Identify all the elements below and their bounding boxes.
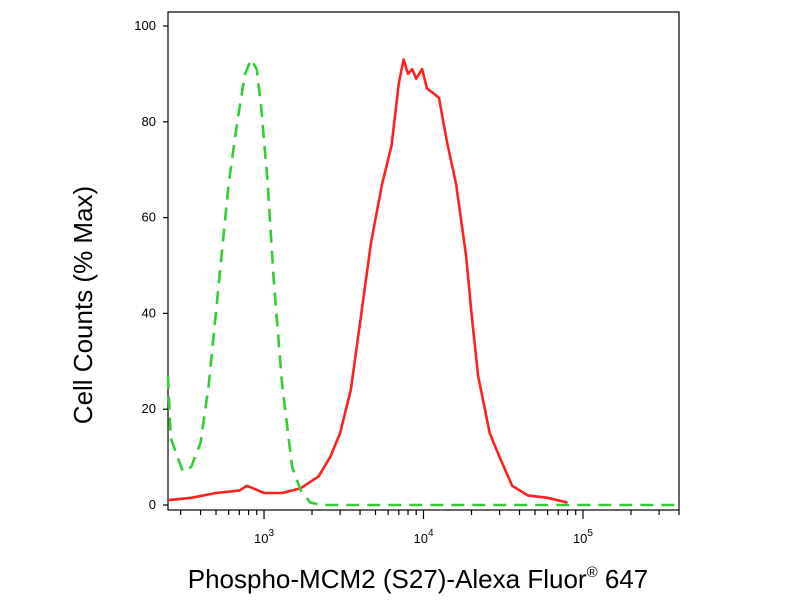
x-axis-title-registered-mark: ® xyxy=(587,564,598,581)
sample-series-line xyxy=(167,58,568,504)
y-tick-label: 40 xyxy=(142,305,156,320)
x-tick-label: 104 xyxy=(413,528,433,546)
y-axis: 0 20 40 60 80 100 xyxy=(134,18,168,512)
y-tick-label: 100 xyxy=(134,18,156,33)
x-axis-title-suffix: 647 xyxy=(598,564,649,594)
x-axis: 103 104 105 xyxy=(180,510,680,546)
x-tick-label: 105 xyxy=(573,528,593,546)
control-series-line xyxy=(166,58,679,507)
y-tick-label: 80 xyxy=(142,114,156,129)
y-tick-label: 60 xyxy=(142,210,156,225)
x-tick-label: 103 xyxy=(254,528,274,546)
x-axis-title: Phospho-MCM2 (S27)-Alexa Fluor® 647 xyxy=(188,564,648,594)
plot-frame xyxy=(167,11,680,511)
series-layer xyxy=(166,58,679,507)
x-axis-title-main: Phospho-MCM2 (S27)-Alexa Fluor xyxy=(188,564,587,594)
y-tick-label: 0 xyxy=(149,497,156,512)
y-tick-label: 20 xyxy=(142,401,156,416)
y-axis-title: Cell Counts (% Max) xyxy=(68,186,98,424)
